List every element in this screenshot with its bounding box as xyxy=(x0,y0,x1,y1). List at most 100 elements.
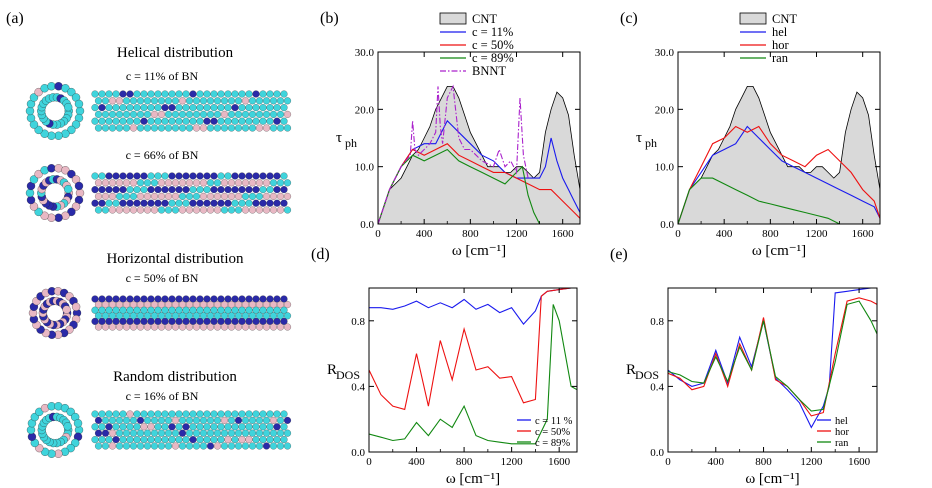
xlabel-c: ω [cm⁻¹] xyxy=(752,243,806,259)
xtick-label-d-1: 400 xyxy=(408,456,425,468)
xtick-label-b-0: 0 xyxy=(375,228,381,240)
xtick-label-b-3: 1200 xyxy=(506,228,529,240)
xtick-label-e-2: 800 xyxy=(755,456,772,468)
legend-label-b-4: BNNT xyxy=(472,64,506,78)
plot-area-e xyxy=(668,288,877,429)
helical-c1: c = 11% of BN xyxy=(126,69,199,83)
xtick-label-c-1: 400 xyxy=(716,228,733,240)
panel-c-label: (c) xyxy=(620,10,638,27)
xlabel-d: ω [cm⁻¹] xyxy=(446,471,500,487)
ytick-label-c-2: 20.0 xyxy=(655,104,675,116)
series-c-1 xyxy=(678,125,880,224)
xlabel-e: ω [cm⁻¹] xyxy=(745,471,799,487)
panel-d-label: (d) xyxy=(311,246,330,263)
nanotube-panel: (a) Helical distribution c = 11% of BN c… xyxy=(6,10,292,458)
xlabel-b: ω [cm⁻¹] xyxy=(452,243,506,259)
series-e-2 xyxy=(668,300,877,412)
legend-label-b-2: c = 50% xyxy=(472,38,514,52)
legend-label-e-0: hel xyxy=(835,416,848,427)
xtick-label-e-3: 1200 xyxy=(800,456,823,468)
legend-label-c-1: hel xyxy=(772,25,788,39)
frame-b xyxy=(377,51,581,225)
ytick-label-b-0: 0.0 xyxy=(360,219,374,231)
series-c-0 xyxy=(678,86,880,224)
series-d-0 xyxy=(369,288,577,325)
ylabel-sub-d: DOS xyxy=(336,368,360,382)
legend-label-d-1: c = 50% xyxy=(535,427,570,438)
legend-d: c = 11 %c = 50%c = 89% xyxy=(517,416,573,449)
ytick-label-b-1: 10.0 xyxy=(355,162,375,174)
xtick-label-d-0: 0 xyxy=(366,456,372,468)
plot-area-c xyxy=(678,86,880,224)
xtick-label-d-4: 1600 xyxy=(548,456,571,468)
ytick-label-c-3: 30.0 xyxy=(655,47,675,59)
helical-c2: c = 66% of BN xyxy=(126,148,199,162)
ytick-label-c-0: 0.0 xyxy=(660,219,674,231)
panel-b-label: (b) xyxy=(320,10,339,27)
series-b-2 xyxy=(378,143,580,224)
series-b-1 xyxy=(378,119,580,224)
legend-label-c-2: hor xyxy=(772,38,790,52)
chart-b: (b) 0 400 800 1200 1600 0.0 10.0 20.0 30.0 ω [cm⁻¹… xyxy=(320,10,581,259)
xtick-label-e-0: 0 xyxy=(665,456,671,468)
plot-area-b xyxy=(378,84,580,224)
nanotube-helical-11 xyxy=(25,82,292,140)
xtick-label-c-4: 1600 xyxy=(852,228,875,240)
series-d-2 xyxy=(369,304,577,445)
nanotube-random-16 xyxy=(26,402,292,458)
legend-label-b-1: c = 11% xyxy=(472,25,513,39)
panel-a-label: (a) xyxy=(6,10,24,27)
ytick-label-b-3: 30.0 xyxy=(355,47,375,59)
ytick-label-d-1: 0.4 xyxy=(351,381,365,393)
ytick-label-e-1: 0.4 xyxy=(650,381,664,393)
ytick-label-d-2: 0.8 xyxy=(351,316,365,328)
ytick-label-e-2: 0.8 xyxy=(650,316,664,328)
ylabel-sub-c: ph xyxy=(645,136,657,150)
ylabel-d: R xyxy=(327,362,337,378)
xtick-label-c-0: 0 xyxy=(675,228,681,240)
ytick-label-e-0: 0.0 xyxy=(650,447,664,459)
plot-area-d xyxy=(369,288,577,445)
series-b-0 xyxy=(378,86,580,224)
xtick-label-e-4: 1600 xyxy=(848,456,871,468)
xtick-label-d-3: 1200 xyxy=(501,456,524,468)
legend-label-b-3: c = 89% xyxy=(472,51,514,65)
series-d-1 xyxy=(369,288,577,411)
panel-e-label: (e) xyxy=(610,246,628,263)
frame-e xyxy=(667,287,878,453)
ytick-label-c-1: 10.0 xyxy=(655,162,675,174)
legend-swatch-c-0 xyxy=(739,12,767,25)
ylabel-sub-b: ph xyxy=(345,136,357,150)
legend-label-c-3: ran xyxy=(772,51,789,65)
xtick-label-c-3: 1200 xyxy=(806,228,829,240)
frame-d xyxy=(368,287,578,453)
ylabel-b: τ xyxy=(336,130,342,146)
legend-label-e-2: ran xyxy=(835,438,849,449)
legend-label-b-0: CNT xyxy=(472,12,497,26)
legend-swatch-b-0 xyxy=(439,12,467,25)
ytick-label-d-0: 0.0 xyxy=(351,447,365,459)
series-c-3 xyxy=(678,177,840,224)
ylabel-sub-e: DOS xyxy=(635,368,659,382)
legend-label-e-1: hor xyxy=(835,427,850,438)
series-b-3 xyxy=(378,148,541,224)
horizontal-title: Horizontal distribution xyxy=(106,251,244,267)
xtick-label-d-2: 800 xyxy=(456,456,473,468)
random-title: Random distribution xyxy=(113,369,237,385)
legend-label-c-0: CNT xyxy=(772,12,797,26)
xtick-label-b-2: 800 xyxy=(462,228,479,240)
horizontal-c: c = 50% of BN xyxy=(126,271,199,285)
nanotube-helical-66 xyxy=(25,164,292,222)
ylabel-e: R xyxy=(626,362,636,378)
chart-c: (c) 0 400 800 1200 1600 0.0 10.0 20.0 30.0 ω [cm⁻¹… xyxy=(620,10,881,259)
ytick-label-b-2: 20.0 xyxy=(355,104,375,116)
frame-c xyxy=(677,51,881,225)
legend-label-d-0: c = 11 % xyxy=(535,416,573,427)
series-b-4 xyxy=(378,84,529,224)
